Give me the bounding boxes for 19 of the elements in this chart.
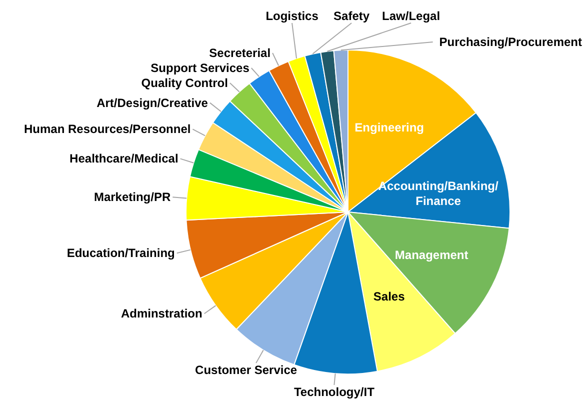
slice-label: Purchasing/Procurement <box>439 35 582 49</box>
slice-label: Law/Legal <box>382 9 440 23</box>
slice-label: Accounting/Banking/Finance <box>378 179 499 208</box>
slice-label: Management <box>394 248 468 262</box>
slice-label: Sales <box>373 290 406 304</box>
slice-label: Quality Control <box>141 76 228 90</box>
slice-label: Healthcare/Medical <box>70 152 178 166</box>
slice-label: Technology/IT <box>294 385 376 399</box>
slice-label: Marketing/PR <box>94 190 171 204</box>
slice-label: Human Resources/Personnel <box>24 122 191 136</box>
slice-label: Customer Service <box>195 363 298 378</box>
slice-label: Logistics <box>266 9 319 23</box>
slice-label: Secreterial <box>209 46 271 60</box>
slice-label: Art/Design/Creative <box>96 96 208 110</box>
slice-label: Support Services <box>150 60 250 75</box>
slice-label: Engineering <box>354 120 424 135</box>
slice-label: Adminstration <box>120 306 202 321</box>
slice-label: Education/Training <box>66 246 175 260</box>
slice-label: Safety <box>334 9 370 23</box>
